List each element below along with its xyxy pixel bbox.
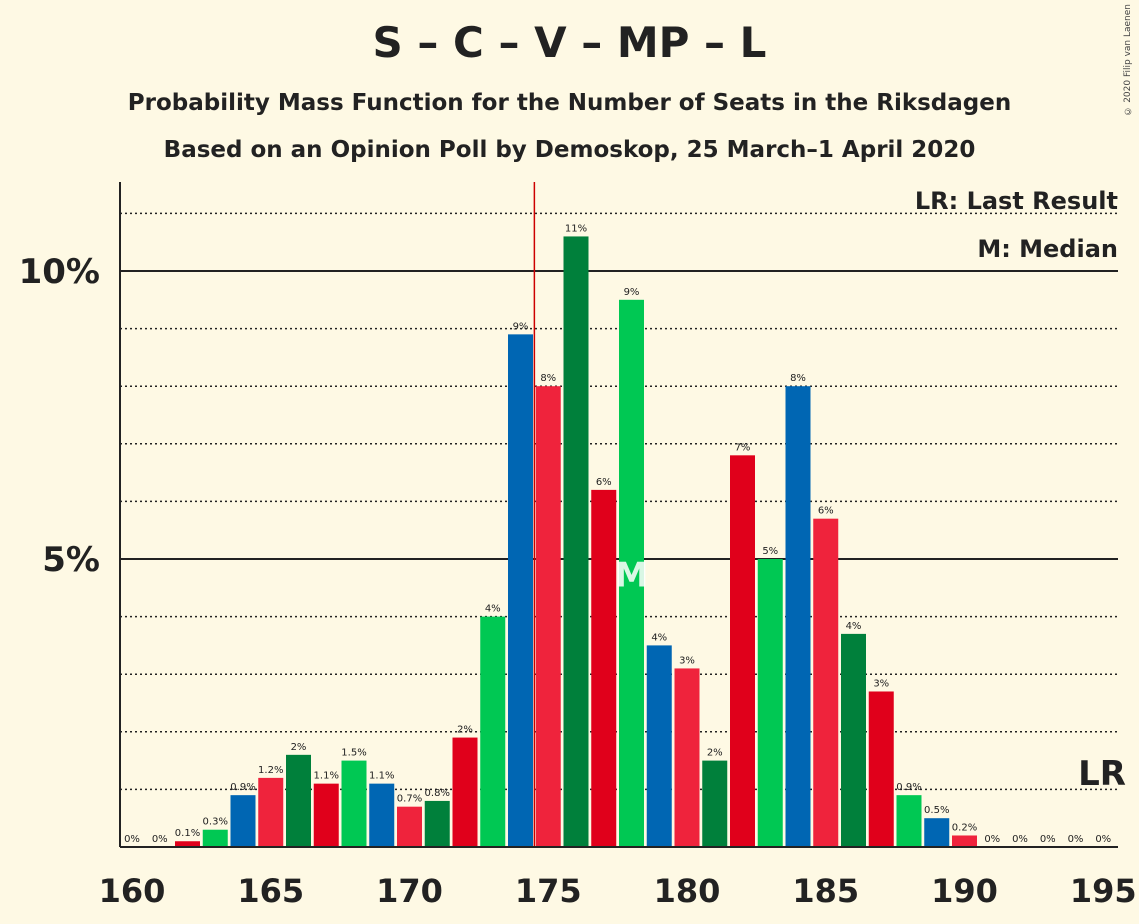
- bar-label-175: 8%: [540, 373, 556, 384]
- bar-label-161: 0%: [152, 834, 168, 845]
- bar-173: [480, 616, 506, 847]
- bar-label-171: 0.8%: [425, 788, 450, 799]
- bar-label-163: 0.3%: [203, 817, 228, 828]
- bar-label-165: 1.2%: [258, 765, 283, 776]
- bar-label-173: 4%: [485, 604, 501, 615]
- bar-label-191: 0%: [984, 834, 1000, 845]
- bar-176: [563, 236, 589, 847]
- axes: 5% 10% M LR 160 165 170 175 180 185 190 195: [19, 182, 1137, 910]
- bar-label-183: 5%: [762, 546, 778, 557]
- bar-label-177: 6%: [596, 477, 612, 488]
- bar-182: [730, 455, 755, 847]
- x-tick-label: 185: [792, 872, 859, 910]
- x-tick-label: 180: [654, 872, 721, 910]
- bar-189: [924, 818, 950, 847]
- bar-label-179: 4%: [651, 632, 667, 643]
- bar-value-labels: 0% 0%0.1%0.3%0.9%1.2%2%1.1%1.5%1.1%0.7%0.…: [124, 223, 1111, 845]
- x-tick-label: 190: [931, 872, 998, 910]
- bar-178: [619, 299, 644, 847]
- bar-label-176: 11%: [565, 223, 587, 234]
- bar-label-166: 2%: [291, 742, 307, 753]
- lr-marker: LR: [1078, 754, 1126, 794]
- bar-label-172: 2%: [457, 725, 473, 736]
- bar-179: [646, 645, 672, 847]
- bar-label-186: 4%: [846, 621, 862, 632]
- bar-label-190: 0.2%: [952, 822, 977, 833]
- bar-label-174: 9%: [513, 321, 529, 332]
- chart-subtitle: Probability Mass Function for the Number…: [127, 90, 1012, 116]
- x-tick-label: 160: [99, 872, 166, 910]
- bar-186: [841, 633, 866, 847]
- median-marker: M: [615, 555, 649, 595]
- x-tick-label: 165: [237, 872, 304, 910]
- bars: [175, 236, 977, 847]
- chart-title: S – C – V – MP – L: [372, 18, 767, 67]
- bar-label-168: 1.5%: [341, 748, 366, 759]
- bar-label-185: 6%: [818, 506, 834, 517]
- bar-label-187: 3%: [873, 678, 889, 689]
- bar-label-184: 8%: [790, 373, 806, 384]
- bar-label-189: 0.5%: [924, 805, 949, 816]
- legend-median: M: Median: [977, 235, 1118, 263]
- bar-184: [785, 386, 811, 847]
- bar-188: [896, 795, 922, 847]
- x-tick-label: 175: [515, 872, 582, 910]
- bar-label-170: 0.7%: [397, 794, 422, 805]
- bar-170: [397, 806, 422, 847]
- bar-174: [508, 334, 533, 847]
- bar-label-162: 0.1%: [175, 828, 200, 839]
- bar-187: [868, 691, 894, 847]
- bar-163: [202, 829, 228, 847]
- bar-185: [813, 518, 839, 847]
- x-tick-label: 170: [376, 872, 443, 910]
- bar-label-182: 7%: [735, 442, 751, 453]
- bar-label-167: 1.1%: [314, 771, 339, 782]
- legend-last-result: LR: Last Result: [915, 187, 1118, 215]
- bar-label-195: 0%: [1095, 834, 1111, 845]
- bar-175: [535, 386, 561, 847]
- bar-180: [674, 668, 700, 847]
- bar-label-188: 0.9%: [896, 782, 921, 793]
- bar-166: [286, 754, 311, 847]
- bar-label-178: 9%: [624, 287, 640, 298]
- bar-171: [424, 800, 450, 847]
- bar-label-180: 3%: [679, 655, 695, 666]
- grid-lines: [120, 212, 1118, 791]
- bar-172: [452, 737, 478, 847]
- bar-label-193: 0%: [1040, 834, 1056, 845]
- y-tick-label: 5%: [42, 540, 100, 580]
- bar-label-164: 0.9%: [230, 782, 255, 793]
- chart-subtitle-poll: Based on an Opinion Poll by Demoskop, 25…: [163, 137, 976, 163]
- bar-167: [313, 783, 339, 847]
- bar-181: [702, 760, 728, 847]
- bar-label-169: 1.1%: [369, 771, 394, 782]
- y-tick-label: 10%: [19, 252, 100, 292]
- bar-177: [591, 489, 617, 847]
- x-tick-label: 195: [1070, 872, 1137, 910]
- bar-168: [341, 760, 367, 847]
- bar-169: [369, 783, 395, 847]
- bar-label-181: 2%: [707, 748, 723, 759]
- bar-label-194: 0%: [1068, 834, 1084, 845]
- bar-label-160: 0%: [124, 834, 140, 845]
- bar-165: [258, 777, 284, 847]
- bar-190: [952, 835, 977, 847]
- bar-183: [757, 559, 783, 847]
- bar-164: [230, 795, 256, 847]
- bar-label-192: 0%: [1012, 834, 1028, 845]
- bar-162: [175, 841, 200, 847]
